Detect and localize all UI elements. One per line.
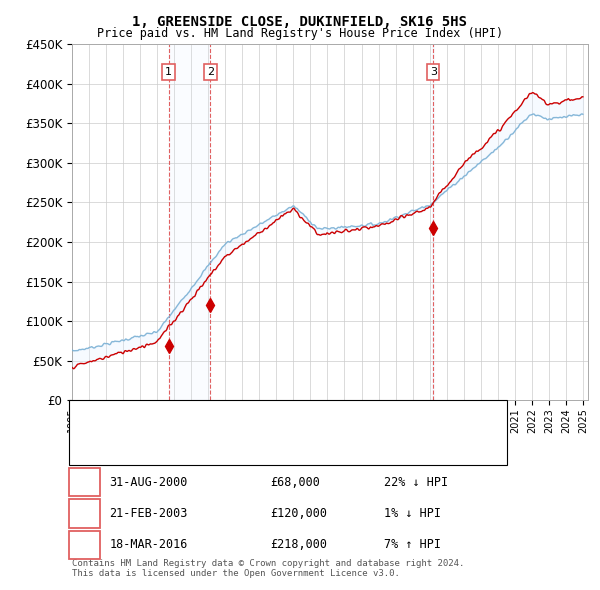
Bar <box>169 44 211 400</box>
Text: 7% ↑ HPI: 7% ↑ HPI <box>384 538 441 551</box>
Text: 2: 2 <box>207 67 214 77</box>
Text: ——: —— <box>78 434 95 448</box>
Text: 1: 1 <box>81 476 88 489</box>
Text: 22% ↓ HPI: 22% ↓ HPI <box>384 476 448 489</box>
Text: 1% ↓ HPI: 1% ↓ HPI <box>384 507 441 520</box>
Text: Contains HM Land Registry data © Crown copyright and database right 2024.
This d: Contains HM Land Registry data © Crown c… <box>72 559 464 578</box>
Bar <box>433 44 434 400</box>
Text: 21-FEB-2003: 21-FEB-2003 <box>109 507 188 520</box>
Text: £68,000: £68,000 <box>270 476 320 489</box>
Text: £218,000: £218,000 <box>270 538 327 551</box>
Text: 1, GREENSIDE CLOSE, DUKINFIELD, SK16 5HS: 1, GREENSIDE CLOSE, DUKINFIELD, SK16 5HS <box>133 15 467 29</box>
Text: 1, GREENSIDE CLOSE, DUKINFIELD, SK16 5HS (detached house): 1, GREENSIDE CLOSE, DUKINFIELD, SK16 5HS… <box>105 414 461 424</box>
Text: Price paid vs. HM Land Registry's House Price Index (HPI): Price paid vs. HM Land Registry's House … <box>97 27 503 40</box>
Text: £120,000: £120,000 <box>270 507 327 520</box>
Text: 18-MAR-2016: 18-MAR-2016 <box>109 538 188 551</box>
Text: ——: —— <box>78 411 95 425</box>
Text: 31-AUG-2000: 31-AUG-2000 <box>109 476 188 489</box>
Text: 2: 2 <box>81 507 88 520</box>
Text: 3: 3 <box>430 67 437 77</box>
Text: HPI: Average price, detached house, Tameside: HPI: Average price, detached house, Tame… <box>105 437 380 447</box>
Text: 3: 3 <box>81 538 88 551</box>
Text: 1: 1 <box>165 67 172 77</box>
